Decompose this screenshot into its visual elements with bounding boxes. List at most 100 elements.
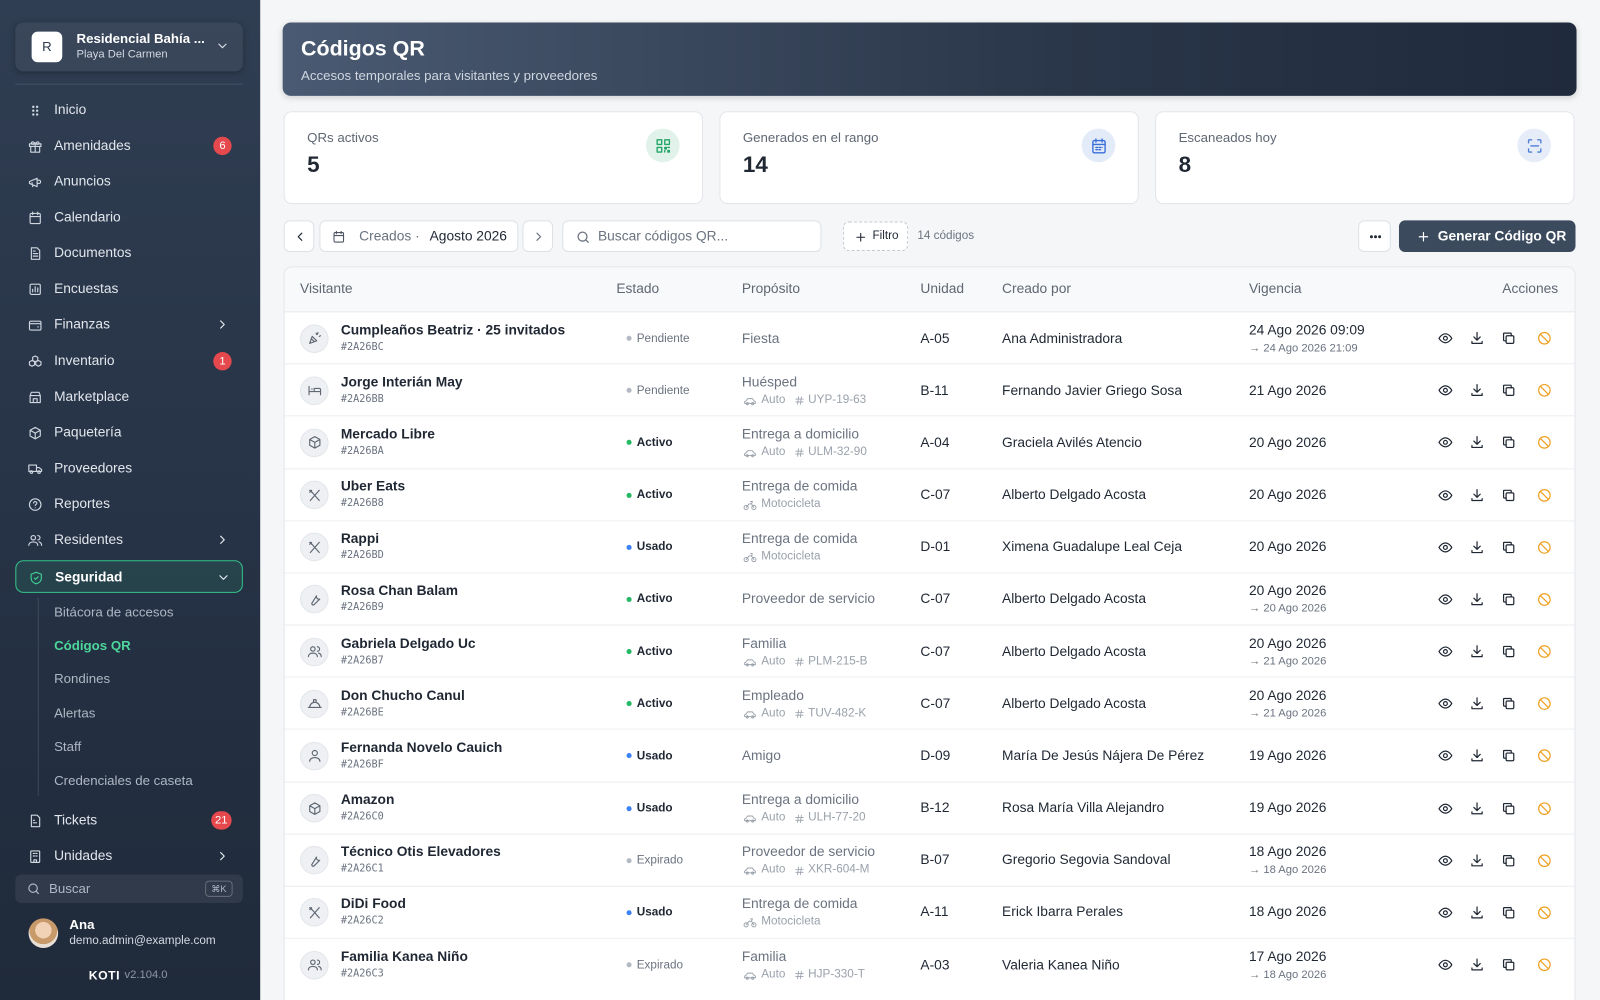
generate-button[interactable]: Generar Código QR [1398, 220, 1576, 253]
nav-item[interactable]: Anuncios [15, 165, 243, 198]
view-button[interactable] [1437, 383, 1452, 398]
download-button[interactable] [1469, 487, 1484, 502]
revoke-button[interactable] [1536, 905, 1551, 920]
view-button[interactable] [1437, 540, 1452, 555]
search-input[interactable]: Buscar códigos QR... [562, 220, 822, 253]
copy-button[interactable] [1501, 853, 1516, 868]
table-row[interactable]: Mercado Libre #2A26BA Activo Entrega a domi… [284, 415, 1575, 468]
download-button[interactable] [1469, 905, 1484, 920]
revoke-button[interactable] [1536, 435, 1551, 450]
download-button[interactable] [1469, 383, 1484, 398]
copy-button[interactable] [1501, 905, 1516, 920]
download-button[interactable] [1469, 957, 1484, 972]
brand: KOTI [88, 968, 121, 983]
download-button[interactable] [1469, 748, 1484, 763]
table-row[interactable]: Rappi #2A26BD Usado Entrega de comida Motoci… [284, 520, 1575, 572]
copy-button[interactable] [1501, 957, 1516, 972]
view-button[interactable] [1437, 957, 1452, 972]
table-row[interactable]: Gabriela Delgado Uc #2A26B7 Activo Familia A… [284, 624, 1575, 677]
copy-button[interactable] [1501, 487, 1516, 502]
download-button[interactable] [1469, 540, 1484, 555]
table-row[interactable]: Rosa Chan Balam #2A26B9 Activo Proveedor de… [284, 572, 1575, 624]
nav-item[interactable]: Seguridad [15, 560, 243, 593]
subnav-item[interactable]: Credenciales de caseta [54, 772, 193, 788]
nav-item[interactable]: Tickets 21 [15, 804, 243, 837]
table-row[interactable]: Amazon #2A26C0 Usado Entrega a domicilio Aut… [284, 781, 1575, 833]
download-button[interactable] [1469, 592, 1484, 607]
nav-item[interactable]: Documentos [15, 237, 243, 270]
copy-button[interactable] [1501, 644, 1516, 659]
revoke-button[interactable] [1536, 957, 1551, 972]
more-button[interactable] [1358, 220, 1391, 253]
nav-item[interactable]: Finanzas [15, 308, 243, 341]
next-button[interactable] [522, 220, 554, 253]
copy-button[interactable] [1501, 540, 1516, 555]
table-row[interactable]: Cumpleaños Beatriz · 25 invitados #2A26BC… [284, 311, 1575, 363]
nav-item[interactable]: Unidades [15, 840, 243, 873]
subnav-item[interactable]: Staff [54, 738, 82, 755]
revoke-button[interactable] [1536, 592, 1551, 607]
download-button[interactable] [1469, 331, 1484, 346]
view-button[interactable] [1437, 331, 1452, 346]
revoke-button[interactable] [1536, 383, 1551, 398]
view-button[interactable] [1437, 748, 1452, 763]
table-row[interactable]: Familia Kanea Niño #2A26C3 Expirado Familia… [284, 937, 1575, 990]
view-button[interactable] [1437, 487, 1452, 502]
visitor-code: #2A26C3 [340, 967, 384, 980]
download-button[interactable] [1469, 696, 1484, 711]
org-switcher[interactable]: R Residencial Bahía ... Playa Del Carmen [15, 22, 243, 72]
revoke-button[interactable] [1536, 801, 1551, 816]
copy-button[interactable] [1501, 748, 1516, 763]
table-row[interactable]: Uber Eats #2A26B8 Activo Entrega de comida M… [284, 467, 1575, 520]
copy-button[interactable] [1501, 801, 1516, 816]
download-button[interactable] [1469, 435, 1484, 450]
prev-button[interactable] [283, 220, 315, 253]
revoke-button[interactable] [1536, 487, 1551, 502]
date-range-button[interactable]: Creados · Agosto 2026 [319, 220, 519, 253]
nav-item[interactable]: Calendario [15, 201, 243, 234]
copy-button[interactable] [1501, 592, 1516, 607]
table-row[interactable]: Jorge Interián May #2A26BB Pendiente Huéspe… [284, 363, 1575, 415]
table-row[interactable]: Fernanda Novelo Cauich #2A26BF Usado Amigo D… [284, 728, 1575, 781]
revoke-button[interactable] [1536, 853, 1551, 868]
creator: Alberto Delgado Acosta [1002, 486, 1147, 503]
revoke-button[interactable] [1536, 748, 1551, 763]
view-button[interactable] [1437, 696, 1452, 711]
nav-item[interactable]: Paquetería [15, 416, 243, 449]
subnav-item[interactable]: Rondines [54, 670, 111, 686]
sidebar-search[interactable]: Buscar ⌘K [15, 874, 243, 904]
nav-item[interactable]: Reportes [15, 488, 243, 521]
table-row[interactable]: DiDi Food #2A26C2 Usado Entrega de comida Mo… [284, 885, 1575, 938]
nav-item[interactable]: Marketplace [15, 381, 243, 414]
download-button[interactable] [1469, 853, 1484, 868]
revoke-button[interactable] [1536, 540, 1551, 555]
revoke-button[interactable] [1536, 331, 1551, 346]
view-button[interactable] [1437, 435, 1452, 450]
copy-button[interactable] [1501, 435, 1516, 450]
view-button[interactable] [1437, 592, 1452, 607]
nav-item[interactable]: Inventario 1 [15, 345, 243, 378]
copy-button[interactable] [1501, 696, 1516, 711]
filter-button[interactable]: Filtro [842, 221, 909, 252]
download-button[interactable] [1469, 801, 1484, 816]
nav-item[interactable]: Amenidades 6 [15, 130, 243, 163]
nav-item[interactable]: Inicio [15, 94, 243, 127]
nav-item[interactable]: Proveedores [15, 452, 243, 485]
subnav-item[interactable]: Bitácora de accesos [54, 604, 174, 620]
subnav-item[interactable]: Alertas [54, 705, 96, 721]
view-button[interactable] [1437, 905, 1452, 920]
subnav-item[interactable]: Códigos QR [54, 637, 131, 654]
copy-button[interactable] [1501, 331, 1516, 346]
copy-button[interactable] [1501, 383, 1516, 398]
view-button[interactable] [1437, 853, 1452, 868]
view-button[interactable] [1437, 644, 1452, 659]
download-button[interactable] [1469, 644, 1484, 659]
revoke-button[interactable] [1536, 696, 1551, 711]
nav-item[interactable]: Encuestas [15, 272, 243, 305]
subnav-line [37, 597, 39, 796]
nav-item[interactable]: Residentes [15, 523, 243, 556]
table-row[interactable]: Técnico Otis Elevadores #2A26C1 Expirado Pr… [284, 833, 1575, 885]
table-row[interactable]: Don Chucho Canul #2A26BE Activo Empleado Aut… [284, 676, 1575, 729]
revoke-button[interactable] [1536, 644, 1551, 659]
view-button[interactable] [1437, 801, 1452, 816]
